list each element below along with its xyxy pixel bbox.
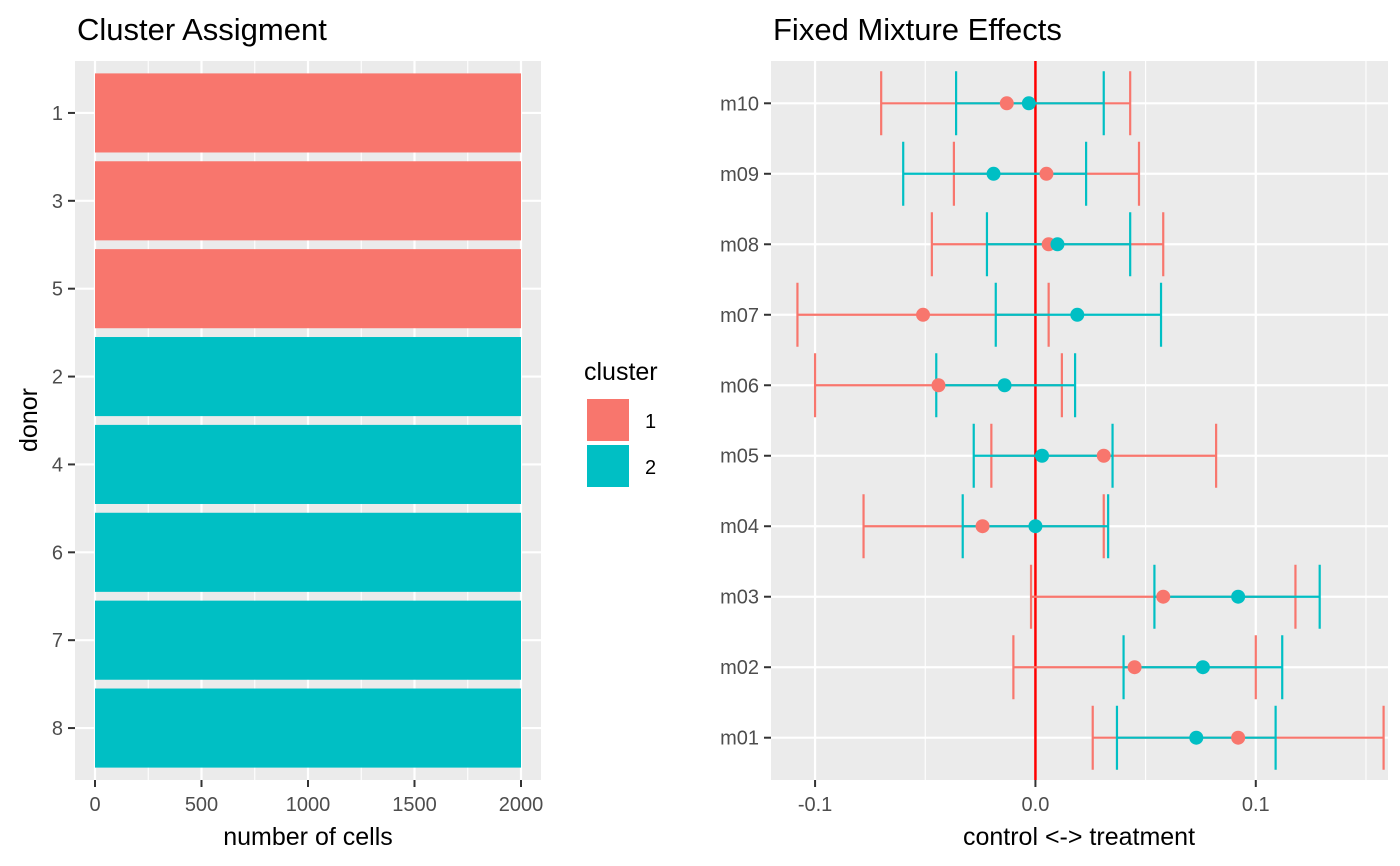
points-series-2 xyxy=(986,96,1246,745)
point-m05-series-1 xyxy=(1096,448,1111,463)
left-y-axis-label: donor xyxy=(15,388,43,452)
point-m02-series-2 xyxy=(1195,660,1210,675)
right-y-tick-label: m03 xyxy=(720,587,759,609)
right-y-tick-label: m07 xyxy=(720,305,759,327)
point-m05-series-2 xyxy=(1035,448,1050,463)
cluster-legend: cluster 12 xyxy=(584,358,658,489)
bar-donor-3 xyxy=(95,161,521,241)
right-y-tick-label: m01 xyxy=(720,728,759,750)
legend-title: cluster xyxy=(584,358,658,386)
legend-label: 2 xyxy=(645,457,656,479)
point-m06-series-1 xyxy=(931,378,946,393)
point-m03-series-1 xyxy=(1156,589,1171,604)
point-m07-series-1 xyxy=(916,307,931,322)
point-m10-series-2 xyxy=(1021,96,1036,111)
legend-swatch-1 xyxy=(585,397,631,443)
right-y-tick-label: m06 xyxy=(720,375,759,397)
points-series-1 xyxy=(916,96,1246,745)
right-plot-panel xyxy=(771,61,1388,780)
right-y-tick-label: m04 xyxy=(720,516,759,538)
point-m09-series-2 xyxy=(986,166,1001,181)
bar-donor-2 xyxy=(95,337,521,417)
right-error-bars xyxy=(796,71,1385,770)
left-y-tick-label: 6 xyxy=(52,542,63,564)
right-x-tick-label: -0.1 xyxy=(798,794,832,816)
left-x-tick-labels: 0 500 1000 1500 2000 xyxy=(89,780,543,816)
right-y-tick-label: m10 xyxy=(720,93,759,115)
right-y-tick-label: m02 xyxy=(720,657,759,679)
right-x-tick-labels: -0.1 0.0 0.1 xyxy=(798,780,1270,816)
bar-donor-4 xyxy=(95,424,521,504)
legend-items: 12 xyxy=(585,397,656,489)
bar-donor-6 xyxy=(95,512,521,592)
point-m03-series-2 xyxy=(1231,589,1246,604)
left-y-tick-label: 7 xyxy=(52,630,63,652)
left-x-tick-label: 1000 xyxy=(286,794,331,816)
left-x-tick-label: 500 xyxy=(185,794,218,816)
point-m04-series-1 xyxy=(975,519,990,534)
point-m01-series-2 xyxy=(1189,730,1204,745)
left-x-tick-label: 0 xyxy=(89,794,100,816)
bar-donor-8 xyxy=(95,688,521,768)
point-m07-series-2 xyxy=(1070,307,1085,322)
right-x-tick-label: 0.1 xyxy=(1242,794,1270,816)
right-x-tick-label: 0.0 xyxy=(1022,794,1050,816)
point-m06-series-2 xyxy=(997,378,1012,393)
left-y-tick-label: 5 xyxy=(52,279,63,301)
bar-donor-7 xyxy=(95,600,521,680)
bar-donor-1 xyxy=(95,73,521,153)
left-x-axis-label: number of cells xyxy=(223,823,393,851)
legend-swatch-2 xyxy=(585,443,631,489)
left-y-tick-label: 3 xyxy=(52,191,63,213)
point-m01-series-1 xyxy=(1231,730,1246,745)
point-m10-series-1 xyxy=(999,96,1014,111)
right-x-axis-label: control <-> treatment xyxy=(963,823,1195,851)
point-m08-series-2 xyxy=(1050,237,1065,252)
left-y-tick-label: 4 xyxy=(52,454,63,476)
right-y-tick-label: m05 xyxy=(720,446,759,468)
right-y-tick-labels: m10 m09 m08 m07 m06 m05 m04 m03 m02 m01 xyxy=(720,93,771,750)
right-y-tick-label: m08 xyxy=(720,234,759,256)
left-y-tick-label: 1 xyxy=(52,103,63,125)
point-m04-series-2 xyxy=(1028,519,1043,534)
left-bars xyxy=(95,73,521,768)
right-chart-title: Fixed Mixture Effects xyxy=(773,12,1062,47)
left-x-tick-label: 1500 xyxy=(392,794,437,816)
left-y-tick-label: 2 xyxy=(52,367,63,389)
bar-donor-5 xyxy=(95,249,521,329)
left-x-tick-label: 2000 xyxy=(499,794,544,816)
left-y-tick-labels: 1 3 5 2 4 6 7 8 xyxy=(52,103,75,740)
point-m02-series-1 xyxy=(1127,660,1142,675)
legend-label: 1 xyxy=(645,411,656,433)
left-y-tick-label: 8 xyxy=(52,718,63,740)
right-y-tick-label: m09 xyxy=(720,164,759,186)
left-chart-title: Cluster Assigment xyxy=(77,12,327,47)
point-m09-series-1 xyxy=(1039,166,1054,181)
